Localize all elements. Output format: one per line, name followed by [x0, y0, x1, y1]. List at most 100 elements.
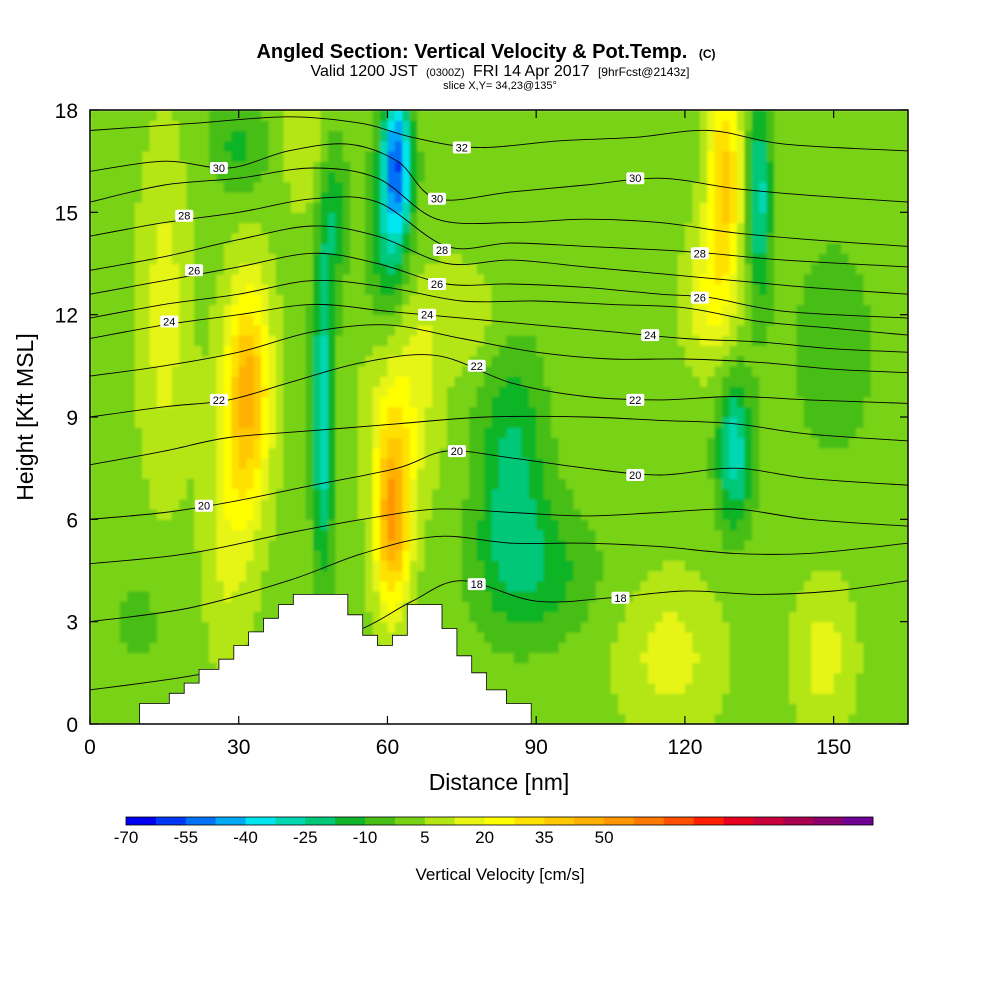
velocity-cell — [149, 457, 158, 469]
velocity-cell — [142, 519, 151, 531]
velocity-cell — [335, 427, 344, 439]
velocity-cell — [610, 406, 619, 418]
velocity-cell — [789, 345, 798, 357]
velocity-cell — [253, 314, 262, 326]
velocity-cell — [558, 447, 567, 459]
velocity-cell — [127, 488, 136, 500]
velocity-cell — [402, 488, 411, 500]
velocity-cell — [171, 304, 180, 316]
velocity-cell — [900, 468, 908, 479]
velocity-cell — [707, 427, 716, 439]
velocity-cell — [208, 335, 218, 346]
velocity-cell — [774, 631, 783, 643]
velocity-cell — [432, 488, 441, 500]
velocity-cell — [156, 519, 165, 531]
velocity-cell — [893, 683, 902, 694]
velocity-cell — [528, 611, 537, 623]
velocity-cell — [521, 324, 530, 336]
velocity-cell — [491, 519, 500, 531]
velocity-cell — [647, 417, 656, 428]
velocity-cell — [142, 601, 151, 613]
velocity-cell — [647, 457, 656, 469]
velocity-cell — [722, 539, 731, 551]
velocity-cell — [722, 396, 731, 408]
velocity-cell — [372, 263, 381, 275]
velocity-cell — [551, 631, 560, 643]
velocity-cell — [454, 365, 463, 377]
velocity-cell — [811, 713, 820, 724]
velocity-cell — [409, 519, 418, 531]
velocity-cell — [885, 396, 894, 408]
velocity-cell — [357, 345, 366, 357]
velocity-cell — [342, 396, 351, 408]
velocity-cell — [707, 457, 716, 469]
velocity-cell — [647, 550, 656, 561]
velocity-cell — [729, 324, 738, 336]
velocity-cell — [268, 529, 277, 541]
velocity-cell — [573, 539, 582, 551]
velocity-cell — [759, 304, 768, 316]
velocity-cell — [580, 509, 589, 520]
velocity-cell — [521, 314, 530, 326]
velocity-cell — [662, 427, 671, 439]
velocity-cell — [164, 570, 173, 582]
velocity-cell — [484, 611, 493, 623]
velocity-cell — [885, 355, 894, 367]
velocity-cell — [714, 263, 723, 275]
velocity-cell — [476, 468, 485, 479]
velocity-cell — [774, 672, 783, 684]
velocity-cell — [848, 631, 857, 643]
velocity-cell — [536, 539, 545, 551]
velocity-cell — [893, 652, 902, 664]
velocity-cell — [342, 324, 351, 336]
velocity-cell — [699, 683, 708, 694]
velocity-cell — [900, 345, 908, 357]
velocity-cell — [536, 478, 545, 490]
velocity-cell — [885, 560, 894, 572]
velocity-cell — [833, 386, 842, 398]
velocity-cell — [684, 263, 693, 275]
velocity-cell — [588, 519, 597, 531]
velocity-cell — [231, 498, 240, 510]
velocity-cell — [298, 447, 307, 459]
velocity-cell — [818, 611, 827, 623]
velocity-cell — [603, 447, 612, 459]
velocity-cell — [774, 365, 783, 377]
velocity-cell — [677, 457, 686, 469]
velocity-cell — [112, 693, 121, 705]
velocity-cell — [789, 590, 798, 602]
velocity-cell — [684, 417, 693, 428]
velocity-cell — [290, 386, 299, 398]
velocity-cell — [156, 478, 165, 490]
velocity-cell — [290, 345, 299, 357]
velocity-cell — [617, 611, 627, 623]
chart-subtitle: Valid 1200 JST (0300Z) FRI 14 Apr 2017 [… — [311, 63, 690, 80]
velocity-cell — [885, 642, 894, 653]
velocity-cell — [142, 621, 151, 633]
velocity-cell — [372, 560, 381, 572]
velocity-cell — [729, 539, 738, 551]
velocity-cell — [781, 427, 790, 439]
velocity-cell — [781, 273, 790, 285]
velocity-cell — [803, 386, 812, 398]
velocity-cell — [714, 539, 723, 551]
velocity-cell — [335, 253, 344, 265]
velocity-cell — [878, 406, 887, 418]
velocity-cell — [417, 529, 426, 541]
velocity-cell — [573, 396, 582, 408]
velocity-cell — [164, 447, 173, 459]
velocity-cell — [781, 672, 790, 684]
velocity-cell — [461, 314, 470, 326]
velocity-cell — [722, 447, 731, 459]
velocity-cell — [670, 652, 679, 664]
velocity-cell — [513, 550, 522, 561]
velocity-cell — [803, 283, 812, 295]
velocity-cell — [327, 457, 336, 469]
velocity-cell — [186, 365, 195, 377]
velocity-cell — [751, 396, 760, 408]
velocity-cell — [461, 396, 470, 408]
velocity-cell — [327, 468, 336, 479]
velocity-cell — [543, 468, 552, 479]
velocity-cell — [580, 304, 589, 316]
velocity-cell — [632, 713, 641, 724]
